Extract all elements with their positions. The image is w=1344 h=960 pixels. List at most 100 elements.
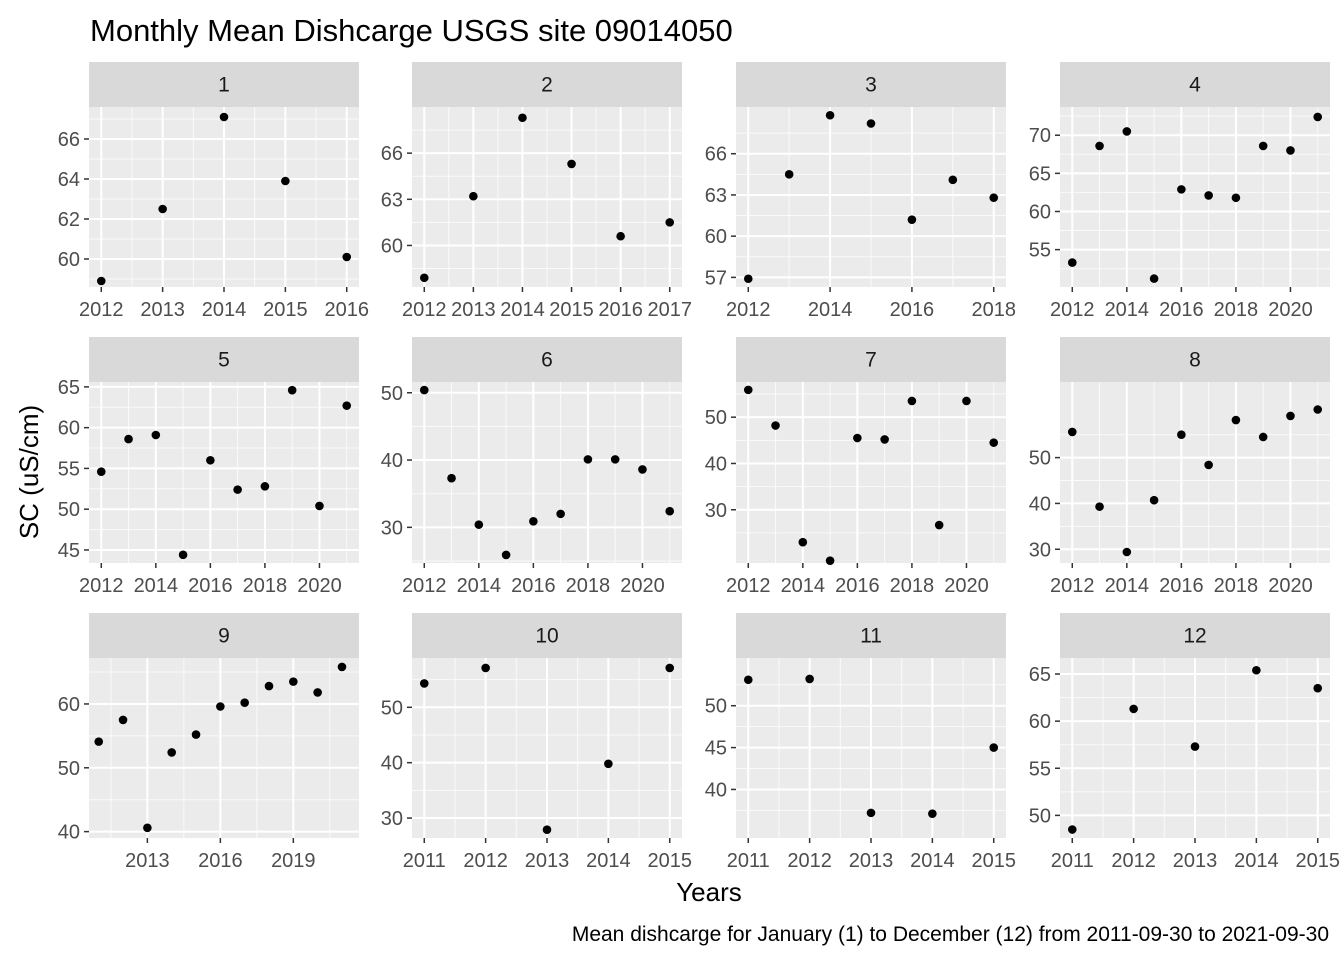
data-point: [743, 274, 753, 284]
data-point: [825, 110, 835, 120]
x-tick-label: 2013: [140, 299, 185, 321]
y-tick-label: 64: [58, 169, 80, 191]
x-tick-label: 2014: [808, 299, 853, 321]
facet-strip-background: [1060, 62, 1330, 107]
data-point: [1313, 405, 1323, 414]
x-tick-label: 2011: [403, 850, 446, 872]
y-tick-label: 60: [1029, 711, 1051, 733]
y-tick-label: 30: [381, 808, 403, 830]
data-point: [178, 550, 188, 560]
facet-strip-background: [412, 613, 682, 658]
x-tick-label: 2014: [781, 575, 826, 597]
panel-background: [1060, 382, 1330, 563]
y-tick-label: 60: [705, 226, 727, 248]
facet-panel-12: 12 2011 2012 2013 2014 2015 50 55 60 65: [1029, 613, 1340, 872]
data-point: [1129, 704, 1138, 714]
facet-strip-label: 9: [218, 625, 230, 648]
data-point: [474, 520, 484, 529]
data-point: [610, 455, 620, 464]
x-tick-label: 2018: [243, 575, 288, 597]
chart-caption: Mean dishcarge for January (1) to Decemb…: [572, 923, 1329, 946]
data-point: [260, 482, 270, 491]
x-tick-label: 2012: [1050, 299, 1095, 321]
x-tick-label: 2016: [511, 575, 556, 597]
data-point: [798, 537, 808, 547]
data-point: [805, 674, 814, 684]
data-point: [1067, 258, 1077, 267]
data-point: [665, 663, 675, 673]
x-tick-label: 2013: [1173, 850, 1218, 872]
facet-strip-label: 12: [1183, 625, 1206, 648]
x-tick-label: 2015: [549, 299, 594, 321]
data-point: [962, 396, 971, 406]
y-tick-label: 45: [705, 738, 727, 760]
data-point: [989, 438, 999, 447]
data-point: [151, 430, 161, 440]
x-tick-label: 2018: [971, 299, 1016, 321]
facet-panel-3: 3 2012 2014 2016 2018 57 60 63 66: [705, 62, 1016, 321]
data-point: [501, 550, 511, 560]
data-point: [191, 730, 201, 739]
x-tick-label: 2016: [598, 299, 643, 321]
data-point: [1149, 274, 1159, 283]
y-tick-label: 40: [705, 779, 727, 801]
y-tick-label: 60: [58, 694, 80, 716]
y-tick-label: 50: [58, 499, 80, 521]
gridlines: [412, 107, 682, 287]
x-tick-label: 2012: [726, 575, 771, 597]
x-tick-label: 2015: [263, 299, 308, 321]
data-point: [518, 113, 527, 123]
data-point: [866, 119, 876, 128]
facet-strip-background: [412, 337, 682, 382]
x-tick-label: 2012: [787, 850, 832, 872]
x-tick-label: 2015: [971, 850, 1016, 872]
x-tick-label: 2013: [525, 850, 570, 872]
data-point: [1067, 825, 1077, 834]
gridlines: [1060, 382, 1330, 563]
x-tick-label: 2012: [726, 299, 771, 321]
facet-panel-11: 11 2011 2012 2013 2014 2015 40 45 50: [705, 613, 1016, 872]
x-tick-label: 2014: [1105, 575, 1150, 597]
x-tick-label: 2014: [457, 575, 502, 597]
data-point: [771, 421, 780, 430]
data-point: [853, 433, 862, 443]
data-point: [616, 231, 625, 241]
x-axis-title: Years: [676, 877, 742, 907]
x-tick-label: 2020: [297, 575, 342, 597]
data-point: [281, 176, 290, 186]
x-tick-label: 2014: [134, 575, 179, 597]
y-tick-label: 60: [58, 249, 80, 271]
y-tick-label: 50: [705, 696, 727, 718]
data-point: [1177, 185, 1186, 194]
facet-strip-label: 4: [1189, 74, 1201, 97]
data-point: [1258, 141, 1268, 151]
data-point: [948, 175, 958, 185]
data-point: [216, 702, 225, 711]
facet-panel-2: 2 2012 2013 2014 2015 2016 2017 60 63 66: [381, 62, 692, 321]
facet-strip-background: [89, 62, 359, 107]
panel-background: [412, 382, 682, 563]
data-point: [1190, 742, 1200, 751]
facet-strip-label: 8: [1189, 349, 1201, 372]
y-tick-label: 40: [381, 753, 403, 775]
facet-strip-label: 7: [865, 349, 877, 372]
data-point: [1122, 547, 1132, 557]
data-point: [638, 465, 647, 474]
y-tick-label: 60: [1029, 201, 1051, 223]
x-tick-label: 2018: [1214, 575, 1259, 597]
facet-strip-background: [89, 337, 359, 382]
data-point: [529, 516, 538, 526]
data-point: [583, 455, 593, 464]
facet-strip-label: 3: [865, 74, 877, 97]
y-tick-label: 70: [1029, 125, 1051, 147]
y-tick-label: 63: [705, 185, 727, 207]
y-tick-label: 40: [1029, 493, 1051, 515]
facet-strip-label: 5: [218, 349, 230, 372]
x-tick-label: 2012: [79, 575, 124, 597]
data-point: [219, 112, 229, 122]
chart-title: Monthly Mean Dishcarge USGS site 0901405…: [90, 13, 733, 48]
facet-strip-background: [89, 613, 359, 658]
gridlines: [1060, 107, 1330, 287]
data-point: [96, 467, 106, 476]
x-tick-label: 2020: [1268, 575, 1313, 597]
